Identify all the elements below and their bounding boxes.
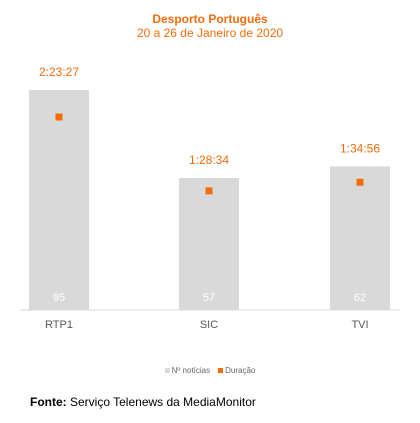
category-label-sic: SIC	[200, 319, 218, 331]
bar-tvi	[330, 166, 390, 310]
legend-label-news-count: Nº notícias	[171, 366, 211, 375]
legend-swatch-news-count	[164, 368, 170, 373]
bar-value-label-rtp1: 95	[53, 292, 65, 304]
legend-item-news-count: Nº notícias	[164, 366, 211, 375]
legend-swatch-duration	[218, 368, 224, 373]
duration-marker-rtp1	[55, 113, 63, 121]
duration-label-sic: 1:28:34	[189, 153, 229, 167]
duration-marker-sic	[205, 187, 213, 195]
chart-title: Desporto Português	[152, 12, 268, 26]
bar-sic	[179, 178, 239, 310]
source-note: Fonte: Serviço Telenews da MediaMonitor	[30, 395, 256, 409]
legend-label-duration: Duração	[225, 366, 256, 375]
category-label-rtp1: RTP1	[45, 319, 73, 331]
duration-label-tvi: 1:34:56	[340, 141, 380, 155]
source-label: Fonte:	[30, 395, 67, 409]
duration-marker-tvi	[356, 178, 364, 186]
duration-label-rtp1: 2:23:27	[39, 65, 79, 79]
legend: Nº notícias Duração	[0, 366, 420, 375]
legend-item-duration: Duração	[218, 366, 255, 375]
category-label-tvi: TVI	[351, 319, 368, 331]
bar-value-label-tvi: 62	[354, 292, 366, 304]
source-text: Serviço Telenews da MediaMonitor	[70, 395, 256, 409]
bar-value-label-sic: 57	[203, 292, 215, 304]
bar-rtp1	[29, 90, 89, 310]
chart-subtitle: 20 a 26 de Janeiro de 2020	[136, 26, 284, 40]
